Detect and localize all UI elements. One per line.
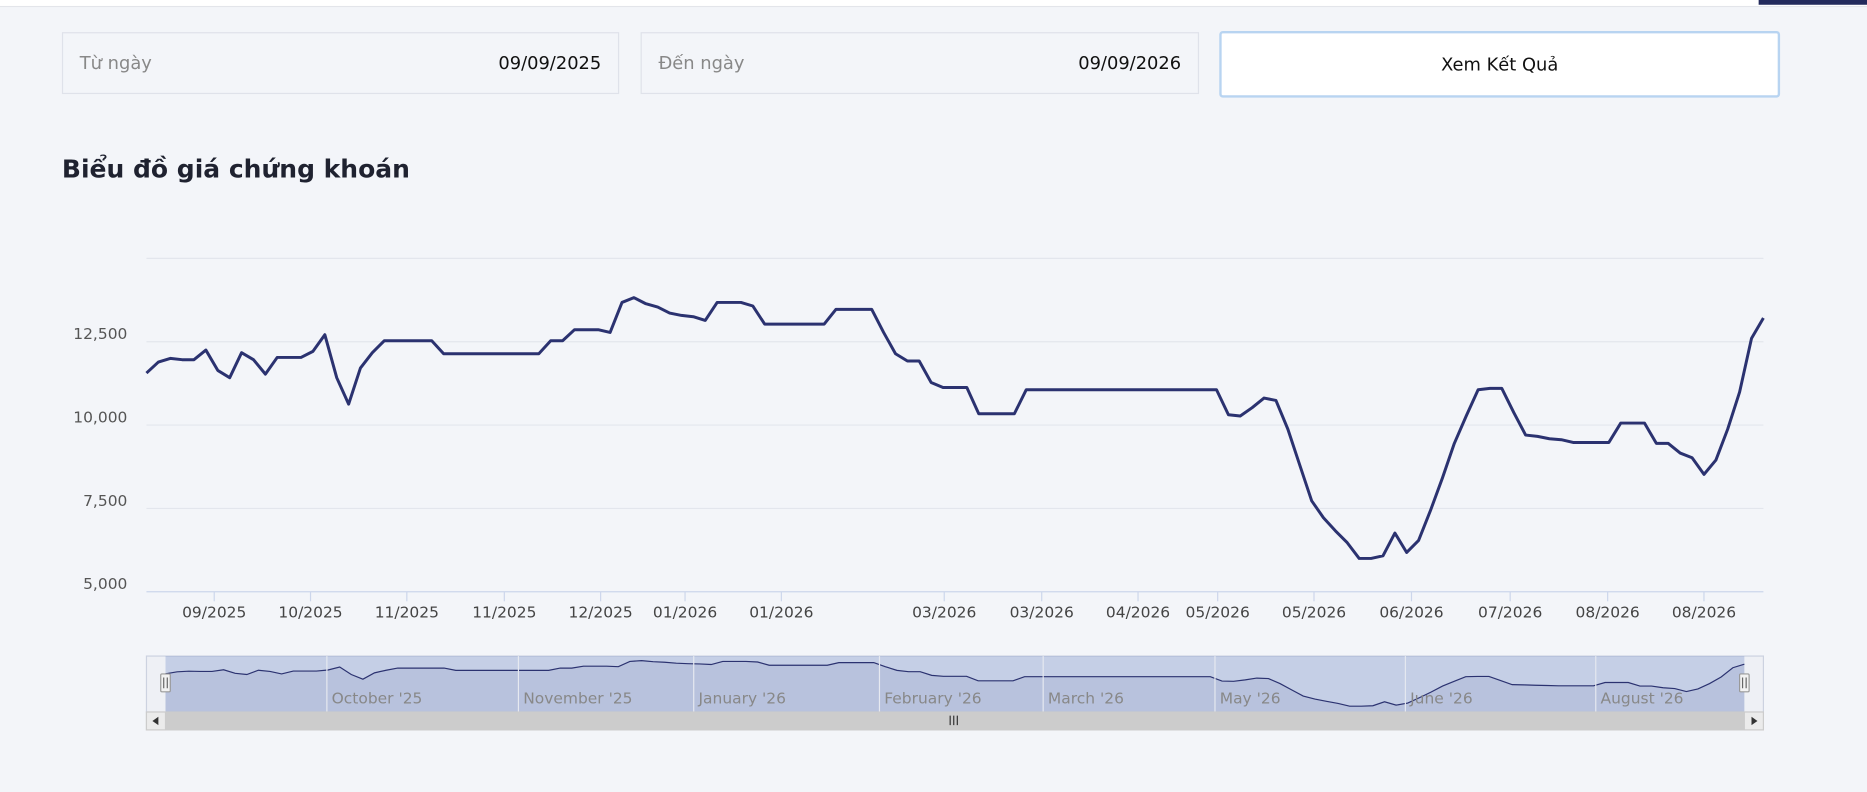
to-date-input[interactable]: Đến ngày 09/09/2026 (640, 32, 1200, 95)
navigator-handle[interactable] (160, 673, 171, 693)
x-tick-label: 12/2025 (568, 604, 632, 622)
navigator-handle[interactable] (1739, 673, 1750, 693)
navigator-area (165, 660, 1745, 713)
top-bar (0, 0, 1867, 8)
handle-grip (163, 677, 168, 689)
navigator-tick-label: January '26 (697, 689, 786, 707)
scrollbar-thumb[interactable] (165, 712, 1745, 730)
x-tick-label: 01/2026 (749, 604, 813, 622)
x-tick-label: 09/2025 (182, 604, 246, 622)
left-arrow (152, 716, 159, 726)
navigator-tick-label: February '26 (884, 689, 981, 707)
x-tick-label: 05/2026 (1186, 604, 1250, 622)
x-tick-label: 11/2025 (375, 604, 439, 622)
navigator-tick-label: October '25 (332, 689, 423, 707)
x-tick-label: 07/2026 (1478, 604, 1542, 622)
handle-grip (1741, 677, 1747, 689)
submit-button[interactable]: Xem Kết Quả (1219, 30, 1781, 98)
navigator-line (165, 659, 1745, 707)
y-tick-label: 5,000 (83, 575, 127, 593)
right-arrow (1751, 716, 1758, 726)
x-tick-label: 03/2026 (1010, 604, 1074, 622)
price-line (145, 296, 1765, 560)
navigator-tick-label: November '25 (523, 689, 632, 707)
x-tick-label: 01/2026 (653, 604, 717, 622)
x-tick-label: 05/2026 (1282, 604, 1346, 622)
navigator-selection (165, 656, 1745, 713)
y-tick-label: 10,000 (73, 408, 127, 426)
navigator-tick-label: June '26 (1409, 689, 1473, 707)
navigator-tick-label: May '26 (1220, 689, 1281, 707)
scroll-grip (949, 715, 958, 726)
y-tick-label: 7,500 (83, 492, 127, 510)
x-tick-label: 08/2026 (1672, 604, 1736, 622)
top-accent (1758, 0, 1867, 5)
label: Đến ngày (658, 52, 745, 74)
x-tick-label: 04/2026 (1106, 604, 1170, 622)
navigator-tick-label: August '26 (1601, 689, 1684, 707)
value: 09/09/2026 (1078, 52, 1182, 74)
x-tick-label: 11/2025 (472, 604, 536, 622)
navigator-tick-label: March '26 (1048, 689, 1124, 707)
value: 09/09/2025 (498, 52, 602, 74)
label: Từ ngày (79, 52, 152, 74)
from-date-input[interactable]: Từ ngày 09/09/2025 (61, 32, 620, 95)
y-tick-label: 12,500 (73, 325, 127, 343)
chart-title: Biểu đồ giá chứng khoán (61, 154, 410, 184)
x-tick-label: 08/2026 (1576, 604, 1640, 622)
x-tick-label: 10/2025 (278, 604, 342, 622)
x-tick-label: 06/2026 (1379, 604, 1443, 622)
x-tick-label: 03/2026 (912, 604, 976, 622)
